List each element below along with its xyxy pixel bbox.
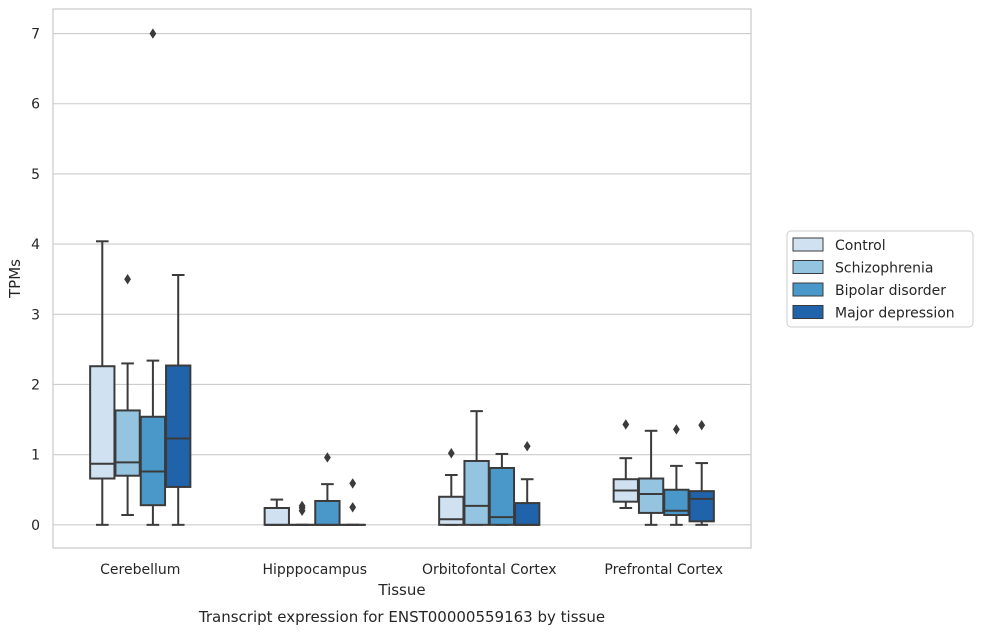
legend-frame (786, 230, 974, 328)
outlier-point (622, 419, 630, 430)
x-tick-label: Cerebellum (100, 562, 180, 578)
legend-label: Bipolar disorder (835, 283, 946, 299)
x-axis-title: Tissue (377, 581, 425, 599)
box-iqr (463, 459, 490, 526)
legend-swatch (792, 260, 824, 274)
legend-item: Major depression (792, 305, 955, 322)
y-tick-label: 3 (31, 307, 40, 323)
x-tick-label: Hipppocampus (262, 562, 367, 578)
legend: Control Schizophrenia Bipolar disorder Majo… (786, 230, 974, 328)
box (89, 240, 116, 526)
box (263, 498, 290, 526)
box-iqr (438, 495, 465, 526)
legend-swatch (792, 305, 824, 319)
box (688, 419, 715, 526)
box (463, 410, 490, 526)
outlier-point (673, 424, 680, 435)
box (114, 274, 141, 517)
box-iqr (89, 365, 116, 480)
box (514, 441, 541, 526)
legend-item: Control (792, 237, 886, 254)
y-axis-title: TPMs (6, 259, 24, 299)
series-control (89, 240, 639, 526)
legend-label: Control (835, 238, 886, 254)
box-iqr (488, 466, 516, 526)
outlier-point (447, 448, 455, 459)
box-iqr (139, 415, 167, 507)
legend-swatch (792, 237, 824, 252)
box-iqr (688, 490, 715, 523)
y-tick-label: 6 (31, 97, 40, 113)
series-major-depression (165, 273, 715, 526)
box (663, 424, 690, 526)
plot-frame (52, 8, 752, 549)
chart-caption: Transcript expression for ENST0000055916… (198, 608, 605, 626)
series-bipolar-disorder (139, 28, 690, 526)
box-iqr (514, 502, 541, 526)
box-iqr (114, 409, 141, 477)
y-tick-label: 7 (31, 27, 40, 43)
outlier-point (523, 441, 531, 452)
box (488, 452, 516, 526)
outlier-point (349, 478, 357, 489)
y-tick-label: 2 (31, 377, 40, 393)
legend-item: Schizophrenia (792, 260, 933, 277)
plot-area (89, 28, 715, 526)
y-tick-label: 5 (31, 167, 40, 183)
box (339, 478, 366, 526)
x-tick-label: Prefrontal Cortex (604, 562, 723, 578)
legend-label: Major depression (835, 306, 955, 322)
outlier-point (298, 500, 306, 512)
y-tick-labels: 0 1 2 3 4 5 6 7 (31, 27, 40, 534)
box (314, 452, 341, 526)
legend-label: Schizophrenia (835, 261, 933, 277)
outlier-point (349, 502, 357, 513)
y-tick-label: 1 (31, 448, 40, 464)
legend-swatch (792, 282, 824, 297)
box-iqr (314, 499, 341, 526)
box-iqr (263, 506, 290, 526)
box (165, 273, 192, 526)
outlier-point (149, 28, 157, 39)
box (438, 448, 465, 526)
box (612, 419, 639, 509)
y-tick-label: 0 (31, 518, 40, 534)
box-iqr (637, 477, 665, 514)
outlier-point (698, 419, 706, 431)
x-tick-label: Orbitofontal Cortex (422, 562, 557, 578)
box (139, 28, 167, 526)
outlier-point (324, 452, 331, 463)
legend-item: Bipolar disorder (792, 282, 946, 299)
y-tick-label: 4 (31, 237, 40, 253)
x-tick-labels: Cerebellum Hipppocampus Orbitofontal Corte… (100, 562, 723, 578)
box-iqr (165, 364, 192, 488)
outlier-point (124, 274, 131, 285)
series-schizophrenia (114, 274, 665, 526)
